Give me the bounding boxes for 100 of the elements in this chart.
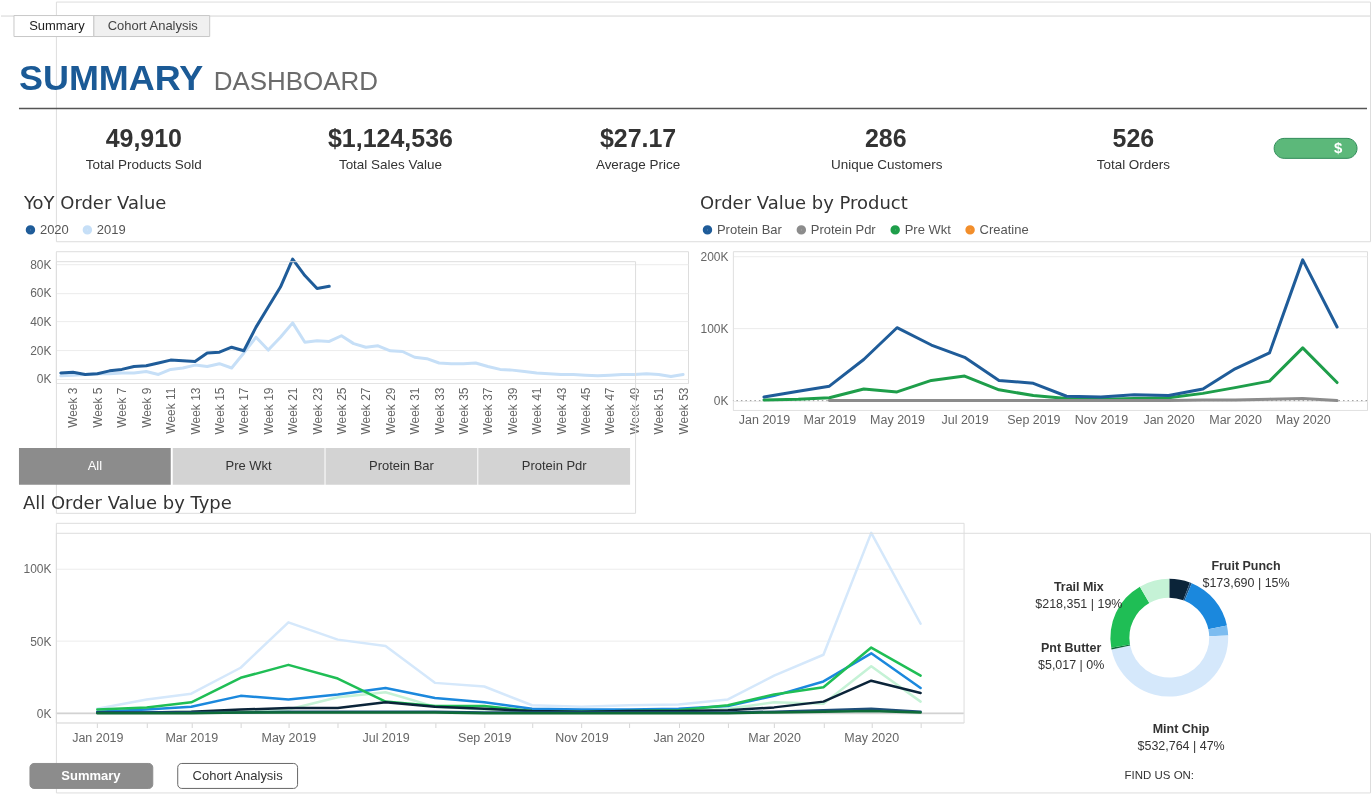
x-tick-label: Week 9	[139, 387, 154, 428]
text: Average Price	[595, 157, 681, 173]
x-tick-label: Week 19	[261, 387, 276, 435]
x-tick-label: Nov 2019	[555, 731, 609, 745]
x-tick-label: Week 29	[383, 387, 398, 435]
x-tick-label: May 2020	[1275, 413, 1331, 428]
y-tick-label: 60K	[30, 286, 52, 301]
text: 49,910	[105, 124, 182, 153]
y-tick-label: 200K	[700, 249, 729, 264]
chart-title: All Order Value by Type	[22, 491, 232, 513]
x-tick-label: Mar 2020	[748, 731, 801, 745]
x-tick-label: Week 25	[334, 387, 349, 435]
x-tick-label: Week 5	[90, 387, 105, 428]
x-tick-label: Week 41	[530, 387, 545, 435]
legend-label: Creatine	[979, 221, 1029, 237]
x-tick-label: Week 21	[286, 387, 301, 435]
x-tick-label: Week 17	[237, 387, 252, 435]
x-tick-label: Sep 2019	[1007, 413, 1061, 428]
donut-slice	[1169, 578, 1190, 601]
x-tick-label: Jul 2019	[941, 413, 989, 428]
text: Summary	[29, 18, 86, 34]
x-tick-label: Week 53	[676, 387, 691, 435]
y-tick-label: 50K	[30, 634, 52, 649]
x-tick-label: Week 23	[310, 387, 325, 435]
text: 526	[1112, 124, 1155, 153]
x-tick-label: Week 47	[603, 387, 618, 435]
x-tick-label: Mar 2019	[803, 413, 857, 428]
slice-label: Pnt Butter	[1041, 641, 1102, 656]
x-tick-label: Week 39	[505, 387, 520, 435]
text: FIND US ON:	[1124, 769, 1195, 782]
chart-title: Order Value by Product	[699, 192, 908, 214]
line-series	[96, 531, 922, 711]
line-series	[762, 258, 1339, 399]
donut-slice	[1111, 635, 1229, 697]
legend-label: Pre Wkt	[904, 221, 952, 237]
x-tick-label: Week 33	[432, 387, 447, 435]
x-tick-label: May 2019	[870, 413, 925, 428]
text: Summary	[61, 767, 122, 783]
text: SUMMARY	[18, 57, 204, 99]
x-tick-label: Week 51	[652, 387, 667, 435]
legend-label: 2020	[39, 221, 69, 237]
x-tick-label: Jan 2019	[72, 731, 124, 745]
text: Cohort Analysis	[192, 767, 284, 783]
chart-title: YoY Order Value	[22, 192, 167, 214]
legend-label: Protein Pdr	[810, 221, 877, 237]
x-tick-label: May 2020	[844, 731, 900, 745]
x-tick-label: Sep 2019	[458, 731, 512, 745]
text: 286	[864, 124, 907, 153]
slice-label: Trail Mix	[1053, 580, 1104, 595]
x-tick-label: Jul 2019	[362, 731, 410, 745]
x-tick-label: Week 3	[66, 387, 81, 428]
x-tick-label: Jan 2020	[1143, 413, 1195, 428]
text: Protein Pdr	[521, 457, 588, 473]
x-tick-label: Nov 2019	[1074, 413, 1129, 428]
x-tick-label: Week 45	[578, 387, 593, 435]
text: Pre Wkt	[225, 457, 273, 473]
text: Protein Bar	[368, 457, 435, 473]
y-tick-label: 0K	[713, 394, 729, 409]
y-tick-label: 0K	[36, 706, 52, 721]
legend-label: Protein Bar	[716, 221, 783, 237]
y-tick-label: 0K	[36, 372, 52, 387]
legend-label: 2019	[96, 221, 126, 237]
text: Total Products Sold	[85, 157, 202, 173]
data-label: $173,690 | 15%	[1202, 575, 1290, 590]
y-tick-label: 100K	[700, 321, 729, 336]
y-tick-label: 40K	[30, 314, 52, 329]
x-tick-label: Mar 2020	[1209, 413, 1262, 428]
x-tick-label: Week 31	[408, 387, 423, 435]
y-tick-label: 100K	[23, 562, 52, 577]
text: All	[87, 457, 103, 473]
text: Unique Customers	[830, 157, 943, 173]
line-series	[59, 321, 685, 379]
x-tick-label: Week 15	[212, 387, 227, 435]
text: $1,124,536	[327, 124, 453, 153]
data-label: $532,764 | 47%	[1137, 738, 1225, 753]
line-series	[762, 346, 1339, 402]
y-tick-label: 80K	[30, 257, 52, 272]
text: Total Sales Value	[338, 157, 442, 173]
text: DASHBOARD	[213, 66, 379, 97]
x-tick-label: Jan 2019	[738, 413, 791, 428]
data-label: $218,351 | 19%	[1035, 597, 1123, 612]
x-tick-label: Week 13	[188, 387, 203, 435]
x-tick-label: Week 43	[554, 387, 569, 435]
text: $	[1333, 139, 1343, 157]
x-tick-label: Week 7	[115, 387, 130, 428]
donut-slice	[1208, 625, 1229, 637]
text: $27.17	[599, 124, 677, 153]
x-tick-label: Week 11	[164, 387, 179, 434]
x-tick-label: Week 37	[481, 387, 496, 435]
donut-slice	[1183, 582, 1192, 601]
slice-label: Fruit Punch	[1211, 558, 1281, 573]
x-tick-label: Week 35	[456, 387, 471, 435]
text: Total Orders	[1096, 157, 1171, 173]
line-series	[59, 257, 331, 376]
x-tick-label: Week 49	[627, 387, 642, 435]
y-tick-label: 20K	[30, 343, 52, 358]
x-tick-label: Week 27	[359, 387, 374, 435]
donut-slice	[1139, 578, 1170, 604]
x-tick-label: May 2019	[261, 731, 317, 745]
donut-slice	[1111, 644, 1131, 650]
